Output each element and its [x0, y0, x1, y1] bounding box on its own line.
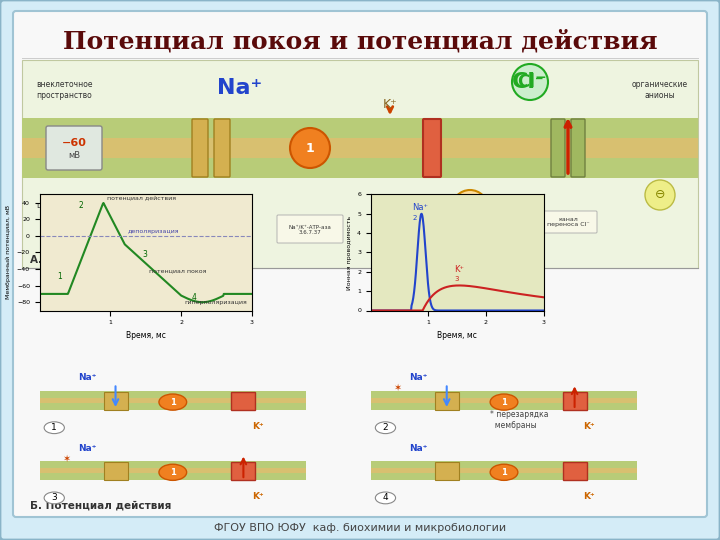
Text: Cl⁻: Cl⁻: [512, 72, 548, 92]
Circle shape: [645, 180, 675, 210]
Text: K⁺: K⁺: [252, 492, 264, 502]
Bar: [104, 392, 127, 410]
Text: 3: 3: [454, 276, 459, 282]
Text: канал
переноса Cl⁻: канал переноса Cl⁻: [546, 217, 589, 227]
Text: 2: 2: [78, 201, 84, 211]
Circle shape: [490, 394, 518, 410]
Text: Na⁺: Na⁺: [78, 373, 96, 382]
Text: K⁺: K⁺: [460, 200, 480, 215]
Bar: [22, 118, 698, 138]
Text: 3: 3: [51, 494, 57, 502]
Bar: [104, 462, 127, 480]
Circle shape: [490, 464, 518, 481]
FancyBboxPatch shape: [403, 211, 461, 233]
Circle shape: [452, 190, 488, 226]
Circle shape: [290, 128, 330, 168]
FancyBboxPatch shape: [539, 211, 597, 233]
FancyBboxPatch shape: [457, 210, 523, 238]
Y-axis label: Ионная проводимость: Ионная проводимость: [346, 215, 351, 289]
Circle shape: [159, 464, 186, 481]
Circle shape: [512, 64, 548, 100]
Text: цитоплазма: цитоплазма: [36, 200, 85, 210]
Text: Потенциал покоя и потенциал действия: Потенциал покоя и потенциал действия: [63, 30, 657, 54]
FancyBboxPatch shape: [46, 126, 102, 170]
Circle shape: [44, 492, 64, 504]
Text: Na⁺: Na⁺: [78, 443, 96, 453]
Text: в обычном
состоянии
закрыт: в обычном состоянии закрыт: [140, 217, 171, 233]
Text: Na⁺/K⁺-АТР-аза
3.6.7.37: Na⁺/K⁺-АТР-аза 3.6.7.37: [289, 225, 331, 235]
FancyBboxPatch shape: [551, 119, 565, 177]
FancyBboxPatch shape: [182, 211, 240, 233]
Text: K⁺: K⁺: [583, 492, 595, 502]
Text: Na⁺: Na⁺: [410, 443, 428, 453]
Text: ✶: ✶: [393, 383, 402, 393]
Text: потенциал покоя: потенциал покоя: [149, 268, 207, 273]
Text: K⁺: K⁺: [583, 422, 595, 431]
Text: калиевый
канал: калиевый канал: [415, 217, 449, 227]
Text: деполяризация: деполяризация: [128, 228, 179, 233]
Bar: [40, 468, 306, 473]
Bar: [371, 461, 637, 468]
FancyBboxPatch shape: [277, 215, 343, 243]
Text: 3: 3: [143, 249, 147, 259]
Bar: [231, 462, 256, 480]
Bar: [371, 473, 637, 480]
Bar: [40, 473, 306, 480]
FancyBboxPatch shape: [122, 210, 188, 238]
Bar: [40, 403, 306, 410]
Circle shape: [159, 394, 186, 410]
Text: потенциал действия: потенциал действия: [107, 195, 176, 200]
Bar: [22, 158, 698, 178]
Bar: [22, 60, 698, 268]
FancyBboxPatch shape: [13, 11, 707, 517]
Text: А. Потенциал покоя: А. Потенциал покоя: [30, 255, 151, 265]
Text: Na⁺: Na⁺: [217, 78, 263, 98]
Text: 1: 1: [58, 272, 62, 281]
Bar: [371, 468, 637, 473]
FancyBboxPatch shape: [214, 119, 230, 177]
Bar: [371, 391, 637, 398]
Text: Cl⁻: Cl⁻: [517, 73, 544, 91]
Bar: [40, 391, 306, 398]
X-axis label: Время, мс: Время, мс: [126, 331, 166, 340]
Text: Б. Потенциал действия: Б. Потенциал действия: [30, 500, 171, 510]
X-axis label: Время, мс: Время, мс: [437, 331, 477, 340]
Text: ⊖: ⊖: [654, 188, 665, 201]
Text: 1: 1: [170, 397, 176, 407]
Text: 1: 1: [51, 423, 57, 432]
Text: K⁺: K⁺: [454, 265, 464, 274]
Text: 4: 4: [382, 494, 388, 502]
Text: −60: −60: [62, 138, 86, 148]
Text: натриевый
канал: натриевый канал: [193, 217, 229, 227]
Text: 1: 1: [170, 468, 176, 477]
Text: 2: 2: [413, 214, 417, 220]
Bar: [40, 461, 306, 468]
Text: 2: 2: [382, 423, 388, 432]
Text: Na⁺: Na⁺: [413, 203, 428, 212]
Text: гиперполяризация: гиперполяризация: [185, 300, 248, 305]
FancyBboxPatch shape: [571, 119, 585, 177]
Text: Na⁺: Na⁺: [410, 373, 428, 382]
Text: ФГОУ ВПО ЮФУ  каф. биохимии и микробиологии: ФГОУ ВПО ЮФУ каф. биохимии и микробиолог…: [214, 523, 506, 533]
FancyBboxPatch shape: [192, 119, 208, 177]
Bar: [435, 392, 459, 410]
Bar: [231, 392, 256, 410]
Text: 1: 1: [501, 397, 507, 407]
Text: 4: 4: [192, 293, 197, 302]
Bar: [562, 462, 587, 480]
Y-axis label: Мембранный потенциал, мВ: Мембранный потенциал, мВ: [6, 205, 12, 300]
Circle shape: [44, 422, 64, 434]
Text: K⁺: K⁺: [252, 422, 264, 431]
Text: 1: 1: [305, 141, 315, 154]
Text: в обычном
состоянии
открыт: в обычном состоянии открыт: [474, 217, 505, 233]
Circle shape: [375, 492, 395, 504]
Bar: [562, 392, 587, 410]
Bar: [371, 398, 637, 403]
Text: ✶: ✶: [62, 454, 71, 463]
Bar: [435, 462, 459, 480]
FancyBboxPatch shape: [423, 119, 441, 177]
Bar: [371, 403, 637, 410]
Text: * перезарядка
  мембраны: * перезарядка мембраны: [490, 410, 549, 430]
Text: органические
анионы: органические анионы: [632, 80, 688, 100]
